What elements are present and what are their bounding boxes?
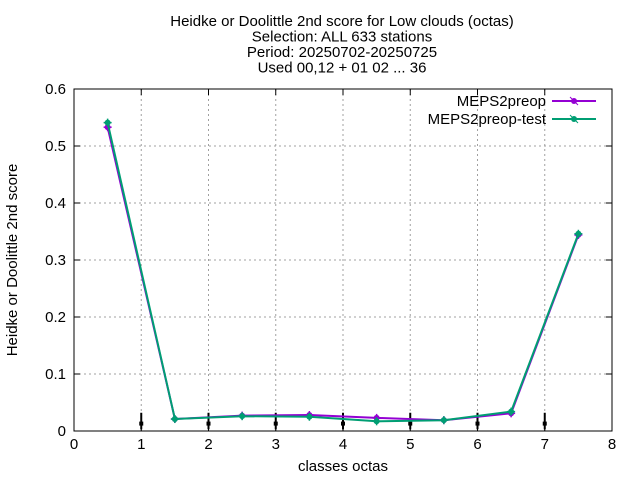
x-tick-label: 5 [406, 436, 414, 453]
data-point [238, 412, 247, 421]
data-point [439, 416, 448, 425]
x-tick-label: 2 [204, 436, 212, 453]
x-tick-label: 0 [70, 436, 78, 453]
series-meps2preop-test [103, 118, 583, 426]
series-line [106, 122, 580, 423]
chart-title: Heidke or Doolittle 2nd score for Low cl… [170, 13, 514, 77]
error-bar-center [273, 421, 278, 426]
data-series [103, 118, 583, 426]
error-bar-center [475, 421, 480, 426]
legend-item: MEPS2preop [457, 93, 596, 110]
legend-label: MEPS2preop-test [428, 111, 547, 128]
error-bar-center [542, 421, 547, 426]
y-tick-label: 0.1 [45, 366, 66, 383]
y-axis-label: Heidke or Doolittle 2nd score [4, 164, 21, 357]
error-bar-center [341, 421, 345, 426]
plot-frame [73, 88, 613, 432]
y-tick-label: 0.4 [45, 195, 66, 212]
y-tick-label: 0 [58, 423, 66, 440]
series-line [106, 126, 580, 422]
chart-title-line: Heidke or Doolittle 2nd score for Low cl… [170, 13, 514, 30]
legend-swatch-cross [569, 96, 579, 106]
x-tick-label: 6 [473, 436, 481, 453]
chart-title-line: Used 00,12 + 01 02 ... 36 [258, 60, 427, 77]
legend-swatch-cross [569, 114, 579, 124]
x-tick-label: 4 [339, 436, 347, 453]
error-bar-center [206, 421, 211, 426]
data-point [103, 118, 112, 127]
x-tick-label: 3 [272, 436, 280, 453]
y-tick-label: 0.6 [45, 81, 66, 98]
data-point [574, 229, 583, 238]
x-tick-label: 7 [541, 436, 549, 453]
legend-item: MEPS2preop-test [428, 111, 596, 128]
data-point [507, 407, 516, 416]
data-point [372, 417, 381, 426]
axis-ticks: 0 1 2 3 4 5 6 7 8 0 0.1 0.2 0.3 0.4 0.5 0.6 [45, 81, 616, 453]
legend-label: MEPS2preop [457, 93, 546, 110]
data-point [305, 412, 314, 421]
error-bar-center [139, 421, 144, 426]
data-point [170, 415, 179, 424]
x-tick-label: 8 [608, 436, 616, 453]
y-tick-label: 0.5 [45, 138, 66, 155]
y-tick-label: 0.3 [45, 252, 66, 269]
grid [74, 89, 612, 431]
chart-title-line: Selection: ALL 633 stations [252, 29, 432, 46]
x-axis-label: classes octas [298, 458, 388, 475]
x-tick-label: 1 [137, 436, 145, 453]
error-bar-center [408, 421, 413, 426]
chart-title-line: Period: 20250702-20250725 [247, 44, 437, 61]
y-tick-label: 0.2 [45, 309, 66, 326]
